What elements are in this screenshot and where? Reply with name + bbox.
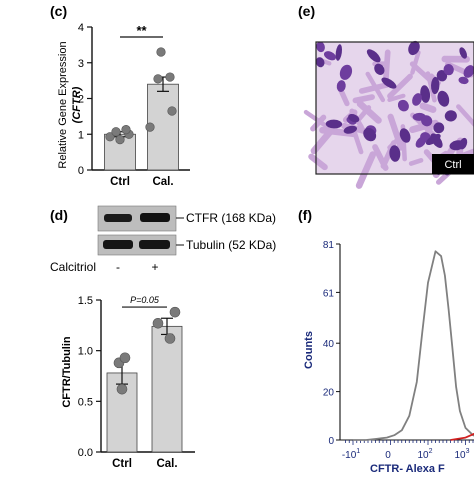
- chart-c-data-point: [146, 123, 155, 132]
- chart-c-category-label: Ctrl: [110, 176, 130, 188]
- chart-f-ytick-label: 81: [323, 240, 335, 251]
- chart-f-series-red: [451, 406, 474, 440]
- chart-c-data-point: [122, 125, 131, 134]
- chart-c-ytick-label: 1: [78, 129, 84, 141]
- cell-cytoplasm: [386, 52, 388, 78]
- chart-c-data-point: [154, 75, 163, 84]
- western-blot: CTFR (168 KDa) Tubulin (52 KDa) Calcitri…: [50, 206, 276, 274]
- chart-d-ytick-label: 1.5: [78, 295, 93, 307]
- chart-f-xtick-exponent: 1: [356, 448, 360, 455]
- chart-f-xtick-base: 10: [345, 450, 357, 461]
- treatment-label: Calcitriol: [50, 260, 96, 274]
- blot-label-tubulin: Tubulin (52 KDa): [186, 238, 276, 252]
- band-tubulin-ctrl: [103, 240, 133, 249]
- band-tubulin-cal: [139, 240, 170, 249]
- micrograph-label: Ctrl: [444, 159, 461, 171]
- lane-sign-cal: +: [151, 260, 158, 274]
- chart-c-relative-expression: Relative Gene Expression (CFTR) 01234Ctr…: [57, 22, 190, 188]
- band-cftr-ctrl: [104, 214, 132, 222]
- chart-d-category-label: Ctrl: [112, 458, 132, 470]
- chart-d-bar-cal: [152, 326, 182, 452]
- chart-d-pvalue: P=0.05: [130, 295, 160, 305]
- chart-f-ytick-label: 20: [323, 388, 335, 399]
- chart-c-data-point: [157, 48, 166, 57]
- cell-cytoplasm: [355, 97, 372, 100]
- chart-c-ylabel-line1: Relative Gene Expression: [57, 41, 69, 168]
- chart-c-ytick-label: 0: [78, 165, 84, 177]
- lane-sign-ctrl: -: [116, 260, 120, 274]
- chart-f-ytick-label: 40: [323, 339, 335, 350]
- cell-nucleus: [433, 122, 444, 133]
- chart-c-data-point: [168, 107, 177, 116]
- chart-f-xtick-base: 10: [417, 450, 429, 461]
- chart-c-ytick-label: 3: [78, 58, 84, 70]
- chart-d-data-point: [153, 318, 163, 328]
- chart-f-ytick-label: 61: [323, 288, 335, 299]
- chart-f-xtick-label: 102: [417, 448, 432, 461]
- cell-cytoplasm: [411, 160, 421, 163]
- chart-d-ytick-label: 0.5: [78, 396, 93, 408]
- chart-c-data-point: [166, 73, 175, 82]
- chart-f-xtick-exponent: 3: [466, 448, 470, 455]
- panel-label-e: (e): [298, 3, 315, 19]
- chart-c-data-point: [116, 135, 125, 144]
- panel-label-f: (f): [298, 207, 312, 223]
- panel-label-d: (d): [50, 207, 68, 223]
- cell-cytoplasm: [423, 106, 433, 110]
- panel-label-c: (c): [50, 3, 67, 19]
- chart-c-significance-marker: **: [136, 23, 147, 38]
- chart-c-ytick-label: 2: [78, 94, 84, 106]
- chart-c-category-label: Cal.: [152, 176, 173, 188]
- chart-c-data-point: [112, 127, 121, 136]
- chart-f-xtick-label: -101: [342, 448, 360, 461]
- band-cftr-cal: [140, 213, 170, 222]
- chart-f-series-group: [353, 251, 474, 440]
- chart-d-data-point: [117, 384, 127, 394]
- chart-f-ytick-label: 0: [328, 436, 334, 447]
- chart-f-xtick-label: 0: [385, 450, 391, 461]
- chart-f-series-isotype: [353, 251, 474, 440]
- chart-d-data-point: [120, 353, 130, 363]
- chart-d-ytick-label: 1.0: [78, 346, 93, 358]
- chart-f-xtick-exponent: 2: [429, 448, 433, 455]
- chart-d-cftr-tubulin: CFTR/Tubulin 0.0 0.5 1.0 1.5 Ctrl Cal. P=0.05: [61, 295, 195, 470]
- chart-d-category-label: Cal.: [156, 458, 177, 470]
- micrograph-ctrl: Ctrl: [306, 39, 474, 186]
- chart-d-ylabel: CFTR/Tubulin: [61, 336, 73, 408]
- chart-f-xtick-label: 103: [454, 448, 469, 461]
- chart-d-data-point: [165, 334, 175, 344]
- chart-f-ylabel: Counts: [303, 331, 315, 369]
- chart-d-ytick-label: 0.0: [78, 447, 93, 459]
- chart-f-xlabel: CFTR- Alexa F: [370, 463, 445, 474]
- chart-c-ytick-label: 4: [78, 22, 84, 34]
- chart-f-xtick-base: 10: [454, 450, 466, 461]
- blot-label-cftr: CTFR (168 KDa): [186, 211, 276, 225]
- chart-d-data-point: [170, 307, 180, 317]
- chart-f-xtick-base: 0: [385, 450, 391, 461]
